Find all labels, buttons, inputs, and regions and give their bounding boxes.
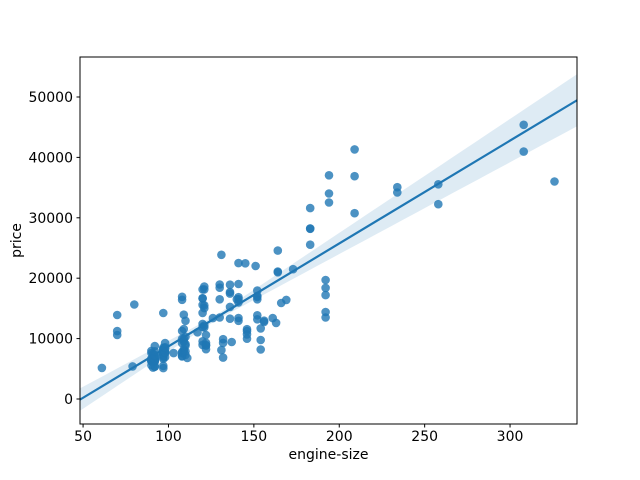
data-point	[393, 182, 402, 192]
data-point	[434, 180, 443, 189]
data-point	[251, 261, 260, 271]
data-point	[305, 203, 315, 213]
data-point	[324, 198, 334, 207]
data-point	[179, 324, 189, 334]
data-point	[225, 302, 235, 312]
data-point	[271, 318, 281, 328]
data-point	[321, 290, 330, 300]
data-point	[159, 361, 168, 371]
data-point	[198, 293, 207, 303]
data-point	[288, 264, 298, 274]
data-point	[256, 324, 266, 333]
data-point	[200, 321, 209, 330]
data-point	[97, 363, 107, 373]
data-point	[256, 335, 266, 345]
data-point	[128, 362, 137, 371]
y-tick-label: 50000	[28, 90, 73, 106]
data-point	[273, 267, 283, 276]
data-point	[225, 287, 235, 297]
data-point	[159, 308, 168, 318]
data-point	[160, 338, 170, 348]
data-point	[350, 208, 359, 218]
x-tick-label: 100	[155, 429, 182, 445]
data-point	[282, 295, 291, 305]
y-tick-label: 10000	[28, 332, 73, 348]
x-axis: 50 100 150 200 250 300	[74, 424, 523, 445]
data-point	[234, 292, 243, 302]
x-tick-label: 250	[411, 429, 438, 445]
data-point	[201, 338, 211, 348]
data-point	[242, 324, 252, 334]
x-tick-label: 50	[74, 429, 92, 445]
data-point	[112, 310, 122, 320]
y-axis-label: price	[9, 223, 25, 258]
y-tick-label: 0	[64, 392, 73, 408]
data-point	[321, 283, 330, 293]
y-tick-label: 30000	[28, 211, 73, 227]
scatter-points	[97, 120, 559, 373]
data-point	[519, 147, 528, 156]
y-tick-label: 40000	[28, 150, 73, 166]
data-point	[215, 280, 224, 289]
data-point	[177, 292, 187, 302]
x-axis-label: engine-size	[289, 447, 369, 463]
data-point	[321, 307, 330, 317]
data-point	[259, 317, 269, 327]
data-point	[183, 353, 192, 363]
data-point	[215, 313, 224, 322]
data-point	[225, 280, 235, 290]
data-point	[130, 300, 139, 309]
x-tick-label: 200	[326, 429, 353, 445]
data-point	[252, 286, 262, 295]
data-point	[550, 177, 559, 186]
data-point	[181, 332, 190, 342]
data-point	[200, 301, 209, 310]
data-point	[241, 259, 250, 268]
data-point	[217, 250, 226, 260]
data-point	[324, 171, 334, 180]
data-point	[169, 348, 178, 358]
x-tick-label: 300	[497, 429, 524, 445]
y-tick-label: 20000	[28, 271, 73, 287]
axes-spines	[79, 56, 578, 425]
data-point	[208, 313, 218, 323]
data-point	[234, 279, 243, 289]
data-point	[200, 282, 209, 291]
data-point	[218, 334, 228, 344]
data-point	[305, 224, 315, 233]
data-point	[350, 145, 359, 154]
data-point	[112, 330, 122, 340]
data-point	[225, 314, 235, 324]
data-point	[234, 258, 243, 268]
x-tick-label: 150	[240, 429, 267, 445]
data-point	[519, 120, 528, 130]
data-point	[150, 341, 160, 351]
data-point	[273, 246, 283, 255]
data-point	[218, 353, 228, 362]
data-point	[324, 189, 334, 198]
data-point	[252, 311, 262, 320]
y-axis: 0 10000 20000 30000 40000 50000	[28, 90, 80, 408]
data-point	[434, 199, 443, 209]
data-point	[321, 275, 330, 285]
data-point	[227, 337, 236, 347]
data-point	[350, 171, 359, 181]
data-point	[181, 339, 190, 349]
data-point	[181, 316, 190, 326]
data-point	[234, 313, 243, 323]
data-point	[201, 330, 211, 340]
data-point	[217, 345, 226, 355]
data-point	[215, 295, 224, 304]
data-point	[305, 240, 315, 249]
data-point	[256, 345, 266, 354]
